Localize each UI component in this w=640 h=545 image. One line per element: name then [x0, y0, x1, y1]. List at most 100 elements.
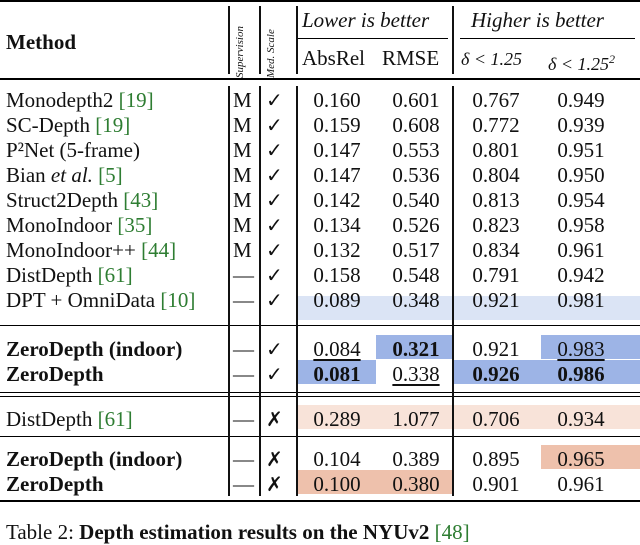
vsep-body-1: [228, 86, 230, 496]
row-med-scale-2: ✓: [266, 138, 283, 162]
row-supervision-11: —: [233, 407, 254, 431]
row-absrel-2: 0.147: [313, 138, 361, 162]
row-d2-5: 0.958: [557, 213, 605, 237]
row-absrel-10: 0.081: [313, 362, 361, 386]
row-absrel-7: 0.158: [313, 263, 361, 287]
method-name: ZeroDepth: [6, 362, 104, 386]
method-ref: [35]: [117, 213, 153, 237]
row-med-scale-8: ✓: [266, 288, 283, 312]
caption-ref: [48]: [434, 520, 470, 544]
header-lower-underline: [298, 38, 448, 39]
method-name: DistDepth: [6, 263, 98, 287]
vsep-body-3: [296, 86, 298, 496]
highlight-zd-d1: [454, 360, 541, 384]
row-med-scale-13: ✗: [266, 472, 283, 496]
row-absrel-4: 0.142: [313, 188, 361, 212]
row-d1-9: 0.921: [472, 337, 520, 361]
vsep-body-2: [259, 86, 261, 496]
header-supervision: Supervision: [234, 26, 246, 78]
row-med-scale-7: ✓: [266, 263, 283, 287]
vsep-header-2: [259, 6, 261, 74]
row-supervision-5: M: [233, 213, 252, 237]
vsep-body-4: [452, 86, 454, 496]
row-rmse-3: 0.536: [392, 163, 440, 187]
method-name: Struct2Depth: [6, 188, 124, 212]
header-higher-is-better: Higher is better: [471, 8, 604, 32]
row-rmse-9: 0.321: [392, 337, 440, 361]
row-d2-10: 0.986: [557, 362, 605, 386]
row-d2-2: 0.951: [557, 138, 605, 162]
row-med-scale-6: ✓: [266, 238, 283, 262]
row-rmse-7: 0.548: [392, 263, 440, 287]
row-supervision-12: —: [233, 447, 254, 471]
method-name: Bian et al.: [6, 163, 93, 187]
row-supervision-10: —: [233, 362, 254, 386]
row-absrel-13: 0.100: [313, 472, 361, 496]
row-absrel-0: 0.160: [313, 88, 361, 112]
row-d2-7: 0.942: [557, 263, 605, 287]
top-rule: [0, 0, 640, 2]
bottom-rule: [0, 500, 640, 502]
row-supervision-2: M: [233, 138, 252, 162]
row-absrel-1: 0.159: [313, 113, 361, 137]
row-d1-5: 0.823: [472, 213, 520, 237]
header-lower-is-better: Lower is better: [302, 8, 430, 32]
row-method-1: SC-Depth [19]: [6, 113, 130, 137]
row-method-0: Monodepth2 [19]: [6, 88, 154, 112]
header-delta2-base: δ < 1.25: [548, 54, 610, 74]
highlight-zd-d2: [541, 360, 640, 384]
header-rmse: RMSE: [382, 46, 440, 70]
method-name: P²Net (5-frame): [6, 138, 140, 162]
method-ref: [44]: [141, 238, 177, 262]
row-absrel-11: 0.289: [313, 407, 361, 431]
row-absrel-9: 0.084: [313, 337, 361, 361]
row-d1-3: 0.804: [472, 163, 520, 187]
row-d1-8: 0.921: [472, 288, 520, 312]
method-name: DPT + OmniData: [6, 288, 161, 312]
header-method: Method: [6, 30, 76, 54]
row-d1-11: 0.706: [472, 407, 520, 431]
row-d2-9: 0.983: [557, 337, 605, 361]
row-method-5: MonoIndoor [35]: [6, 213, 152, 237]
row-d2-4: 0.954: [557, 188, 605, 212]
row-rmse-10: 0.338: [392, 362, 440, 386]
highlight-dpt-row: [297, 296, 640, 320]
row-absrel-8: 0.089: [313, 288, 361, 312]
method-name: DistDepth: [6, 407, 98, 431]
row-med-scale-4: ✓: [266, 188, 283, 212]
row-method-13: ZeroDepth: [6, 472, 104, 496]
row-method-11: DistDepth [61]: [6, 407, 133, 431]
row-d1-0: 0.767: [472, 88, 520, 112]
header-delta2: δ < 1.252: [548, 47, 615, 76]
method-ref: [61]: [97, 263, 133, 287]
row-rmse-4: 0.540: [392, 188, 440, 212]
highlight-zd-absrel: [297, 360, 376, 384]
row-method-2: P²Net (5-frame): [6, 138, 140, 162]
row-d2-0: 0.949: [557, 88, 605, 112]
row-supervision-13: —: [233, 472, 254, 496]
section-rule-1: [0, 325, 640, 326]
method-ref: [19]: [118, 88, 154, 112]
method-ref: [61]: [97, 407, 133, 431]
header-delta1: δ < 1.25: [461, 49, 523, 69]
header-absrel: AbsRel: [302, 46, 365, 70]
row-method-3: Bian et al. [5]: [6, 163, 123, 187]
method-name: Monodepth2: [6, 88, 119, 112]
row-supervision-9: —: [233, 337, 254, 361]
method-name: ZeroDepth: [6, 472, 104, 496]
row-rmse-0: 0.601: [392, 88, 440, 112]
vsep-header-1: [228, 6, 230, 74]
row-d2-11: 0.934: [557, 407, 605, 431]
row-rmse-11: 1.077: [392, 407, 440, 431]
row-d2-6: 0.961: [557, 238, 605, 262]
row-rmse-13: 0.380: [392, 472, 440, 496]
row-d1-6: 0.834: [472, 238, 520, 262]
header-higher-underline: [460, 38, 635, 39]
row-method-10: ZeroDepth: [6, 362, 104, 386]
row-med-scale-9: ✓: [266, 337, 283, 361]
row-rmse-6: 0.517: [392, 238, 440, 262]
row-supervision-3: M: [233, 163, 252, 187]
header-delta2-sup: 2: [609, 52, 616, 66]
row-method-6: MonoIndoor++ [44]: [6, 238, 176, 262]
row-supervision-1: M: [233, 113, 252, 137]
